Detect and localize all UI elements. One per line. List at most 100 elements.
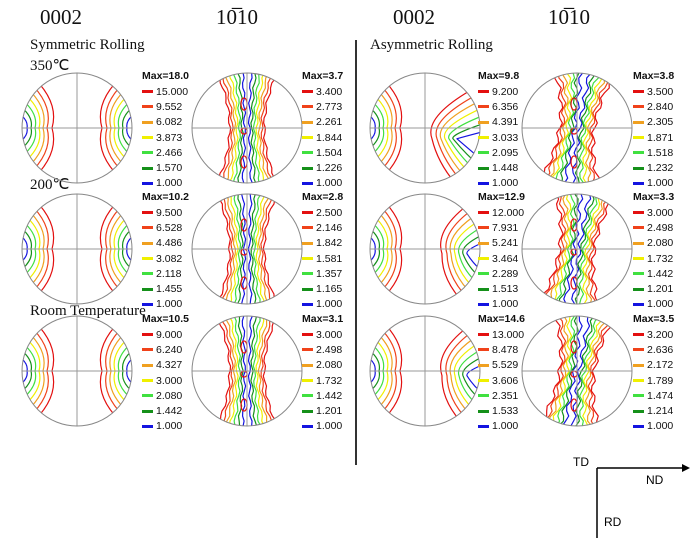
legend-level: 3.873 [142, 130, 189, 145]
legend-value: 3.200 [647, 328, 674, 341]
row-label-350c: 350℃ [30, 58, 70, 74]
legend-swatch [478, 333, 489, 337]
legend-value: 1.232 [647, 162, 674, 175]
pole-figure-asymmetric-10-10-row2 [521, 315, 633, 427]
legend-value: 1.732 [316, 374, 343, 387]
legend-swatch [142, 151, 153, 155]
legend-level: 2.080 [633, 236, 674, 251]
legend-swatch [633, 302, 644, 306]
legend-level: 1.000 [633, 419, 674, 434]
header-asym-1010: 10̅10 [548, 5, 590, 29]
legend-level: 2.289 [478, 266, 525, 281]
legend-swatch [478, 287, 489, 291]
legend-level: 3.606 [478, 373, 525, 388]
legend-swatch [633, 181, 644, 185]
legend-value: 1.201 [316, 405, 343, 418]
legend-symmetric-10-10-row0: Max=3.7 3.400 2.773 2.261 1.844 1.504 1.226 1.0… [302, 70, 343, 191]
pole-figure-circle [369, 315, 481, 427]
legend-value: 1.000 [647, 420, 674, 433]
legend-value: 1.442 [647, 267, 674, 280]
axis-label-rd: RD [604, 515, 622, 529]
legend-swatch [302, 302, 313, 306]
legend-value: 1.533 [492, 405, 519, 418]
legend-max: Max=3.3 [633, 191, 675, 203]
legend-level: 2.080 [302, 358, 343, 373]
legend-asymmetric-0002-row2: Max=14.6 13.000 8.478 5.529 3.606 2.351 1.533 1… [478, 313, 525, 434]
legend-swatch [142, 348, 153, 352]
legend-value: 1.844 [316, 131, 343, 144]
legend-swatch [633, 241, 644, 245]
legend-max: Max=3.1 [302, 313, 344, 325]
legend-swatch [478, 120, 489, 124]
row-label-200c: 200℃ [30, 177, 70, 193]
legend-swatch [302, 394, 313, 398]
legend-max: Max=18.0 [142, 70, 189, 82]
legend-max: Max=3.7 [302, 70, 344, 82]
legend-max: Max=14.6 [478, 313, 525, 325]
legend-swatch [302, 151, 313, 155]
legend-level: 1.000 [478, 297, 525, 312]
legend-max: Max=9.8 [478, 70, 520, 82]
legend-value: 1.000 [156, 420, 183, 433]
legend-swatch [633, 211, 644, 215]
legend-level: 2.500 [302, 205, 343, 220]
legend-level: 2.498 [302, 342, 343, 357]
legend-value: 3.606 [492, 374, 519, 387]
legend-swatch [142, 272, 153, 276]
legend-value: 9.000 [156, 328, 183, 341]
legend-value: 1.732 [647, 252, 674, 265]
legend-level: 15.000 [142, 84, 189, 99]
legend-level: 2.305 [633, 115, 674, 130]
legend-value: 3.082 [156, 252, 183, 265]
legend-asymmetric-0002-row1: Max=12.9 12.000 7.931 5.241 3.464 2.289 1.513 1… [478, 191, 525, 312]
legend-swatch [478, 241, 489, 245]
legend-level: 1.513 [478, 281, 525, 296]
legend-level: 6.082 [142, 115, 189, 130]
legend-level: 1.474 [633, 388, 674, 403]
legend-level: 5.241 [478, 236, 525, 251]
group-label-symmetric: Symmetric Rolling [30, 37, 145, 53]
legend-value: 9.200 [492, 85, 519, 98]
legend-level: 2.095 [478, 145, 519, 160]
legend-level: 1.448 [478, 160, 519, 175]
legend-value: 1.000 [316, 420, 343, 433]
legend-swatch [633, 105, 644, 109]
legend-swatch [142, 181, 153, 185]
legend-level: 1.000 [142, 297, 189, 312]
pole-figure-circle [21, 72, 133, 184]
pole-figure-symmetric-0002-row0 [21, 72, 133, 184]
legend-level: 4.391 [478, 115, 519, 130]
pole-figure-symmetric-0002-row2 [21, 315, 133, 427]
legend-level: 2.080 [142, 388, 189, 403]
legend-swatch [142, 394, 153, 398]
legend-level: 2.146 [302, 220, 343, 235]
legend-swatch [302, 226, 313, 230]
legend-swatch [633, 166, 644, 170]
pole-figure-symmetric-10-10-row0 [191, 72, 303, 184]
legend-symmetric-0002-row0: Max=18.0 15.000 9.552 6.082 3.873 2.466 1.570 1… [142, 70, 189, 191]
legend-level: 1.842 [302, 236, 343, 251]
pole-figure-circle [521, 315, 633, 427]
legend-swatch [302, 211, 313, 215]
legend-level: 2.840 [633, 99, 674, 114]
pole-figure-circle [369, 193, 481, 305]
legend-symmetric-0002-row1: Max=10.2 9.500 6.528 4.486 3.082 2.118 1.455 1.… [142, 191, 189, 312]
legend-swatch [633, 120, 644, 124]
legend-asymmetric-10-10-row1: Max=3.3 3.000 2.498 2.080 1.732 1.442 1.201 1.0… [633, 191, 674, 312]
legend-level: 3.000 [142, 373, 189, 388]
legend-value: 2.840 [647, 100, 674, 113]
legend-level: 4.486 [142, 236, 189, 251]
legend-value: 1.871 [647, 131, 674, 144]
pole-figure-circle [21, 193, 133, 305]
legend-level: 1.214 [633, 403, 674, 418]
legend-value: 13.000 [492, 328, 525, 341]
legend-level: 3.033 [478, 130, 519, 145]
legend-value: 2.636 [647, 343, 674, 356]
legend-value: 1.000 [316, 298, 343, 311]
legend-swatch [142, 120, 153, 124]
legend-swatch [302, 90, 313, 94]
legend-level: 3.464 [478, 251, 525, 266]
legend-level: 2.351 [478, 388, 525, 403]
legend-level: 3.500 [633, 84, 674, 99]
header-sym-1010: 10̅10 [216, 5, 258, 29]
